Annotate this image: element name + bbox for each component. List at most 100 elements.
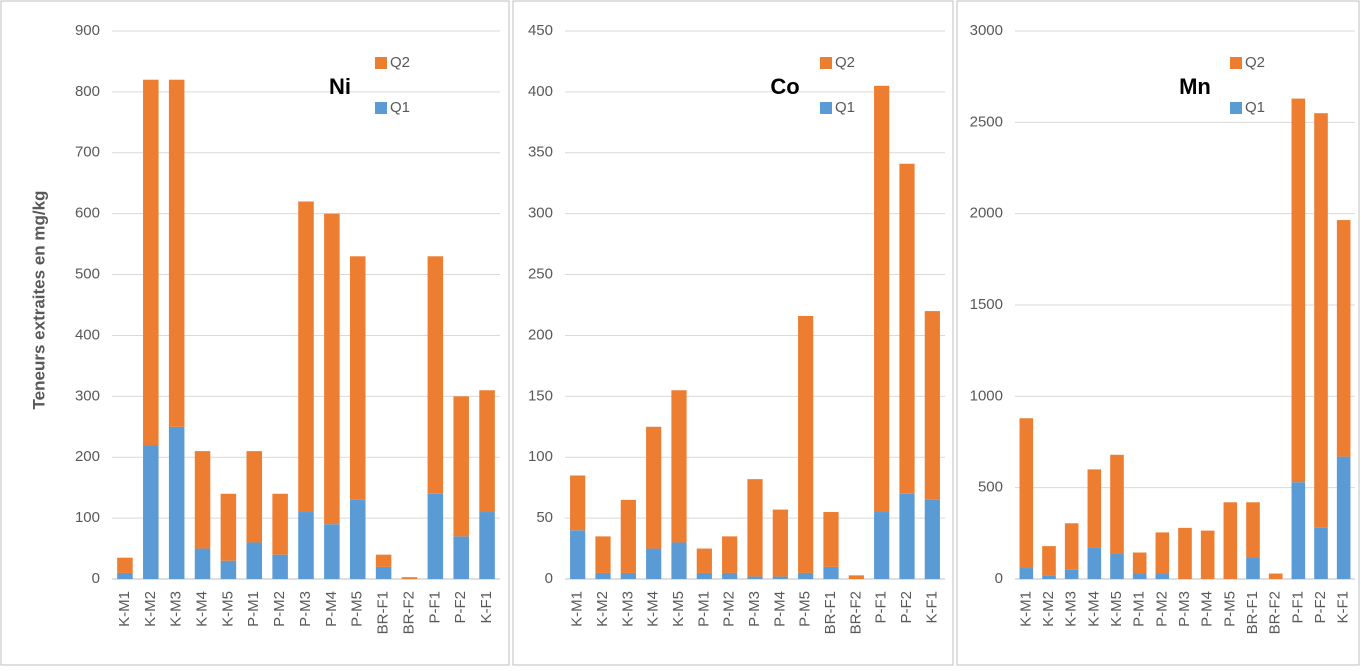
- chart-title: Mn: [1179, 74, 1211, 99]
- bar-segment: [453, 396, 469, 537]
- bar-segment: [246, 542, 263, 579]
- legend-swatch: [375, 102, 387, 114]
- x-tick-label: BR-F1: [375, 591, 392, 634]
- bar-segment: [747, 479, 763, 577]
- bar-segment: [1042, 546, 1056, 576]
- bar-segment: [772, 576, 788, 579]
- bar-segment: [1132, 573, 1147, 579]
- legend-swatch: [820, 57, 832, 69]
- bar-segment: [349, 256, 366, 500]
- bar-segment: [823, 512, 839, 567]
- x-tick-label: BR-F2: [1267, 591, 1284, 634]
- panel: [512, 0, 954, 666]
- panel: [0, 0, 510, 666]
- y-tick-label: 1500: [970, 296, 1003, 313]
- bar-segment: [298, 512, 314, 579]
- x-tick-label: K-M5: [670, 591, 687, 627]
- y-axis-label: Teneurs extraites en mg/kg: [29, 191, 48, 410]
- x-tick-label: K-M4: [1085, 591, 1102, 627]
- y-tick-label: 150: [528, 387, 553, 404]
- x-tick-label: P-M5: [1221, 591, 1238, 627]
- bar-segment: [117, 557, 133, 573]
- x-tick-label: P-F2: [452, 591, 469, 624]
- bar-segment: [924, 499, 940, 579]
- bar-segment: [1087, 469, 1102, 548]
- x-tick-label: P-M3: [1176, 591, 1193, 627]
- bar-segment: [874, 512, 890, 579]
- y-tick-label: 0: [545, 570, 553, 587]
- bar-segment: [1178, 527, 1192, 579]
- bar-segment: [747, 576, 763, 579]
- x-tick-label: P-M2: [721, 591, 738, 627]
- x-tick-label: K-M2: [1040, 591, 1057, 627]
- y-tick-label: 800: [75, 83, 100, 100]
- y-tick-label: 1000: [970, 387, 1003, 404]
- bar-segment: [671, 390, 687, 543]
- y-tick-label: 500: [978, 479, 1003, 496]
- bar-segment: [722, 536, 738, 573]
- bar-segment: [453, 536, 469, 579]
- bar-segment: [427, 256, 444, 494]
- bar-segment: [798, 572, 814, 579]
- bar-segment: [924, 311, 940, 500]
- x-tick-label: BR-F2: [400, 591, 417, 634]
- y-tick-label: 350: [528, 144, 553, 161]
- x-tick-label: P-M1: [695, 591, 712, 627]
- y-tick-label: 700: [75, 144, 100, 161]
- bar-segment: [1336, 220, 1351, 457]
- bar-segment: [1042, 575, 1056, 579]
- x-tick-label: P-M3: [746, 591, 763, 627]
- x-tick-label: K-M2: [594, 591, 611, 627]
- bar-segment: [772, 509, 788, 577]
- bar-segment: [620, 572, 636, 579]
- x-tick-label: P-M5: [797, 591, 814, 627]
- bar-segment: [1064, 569, 1079, 579]
- x-tick-label: BR-F2: [847, 591, 864, 634]
- y-tick-label: 400: [75, 326, 100, 343]
- bar-segment: [324, 524, 340, 579]
- bar-segment: [1268, 573, 1283, 579]
- bar-segment: [1019, 418, 1034, 569]
- y-tick-label: 3000: [970, 22, 1003, 39]
- legend-swatch: [1230, 57, 1242, 69]
- y-tick-label: 200: [75, 448, 100, 465]
- bar-segment: [1246, 502, 1260, 558]
- bar-segment: [646, 548, 662, 579]
- y-tick-label: 300: [75, 387, 100, 404]
- x-tick-label: K-F1: [923, 591, 940, 624]
- bar-segment: [1246, 557, 1260, 579]
- chart-title: Ni: [329, 74, 351, 99]
- x-tick-label: P-F2: [1312, 591, 1329, 624]
- x-tick-label: P-M1: [1131, 591, 1148, 627]
- bar-segment: [117, 572, 133, 579]
- y-tick-label: 50: [536, 509, 553, 526]
- x-tick-label: BR-F1: [1244, 591, 1261, 634]
- bar-segment: [143, 79, 159, 446]
- bar-segment: [620, 499, 636, 573]
- y-tick-label: 2000: [970, 205, 1003, 222]
- bar-segment: [1314, 113, 1328, 528]
- y-tick-label: 200: [528, 326, 553, 343]
- bar-segment: [168, 426, 185, 579]
- y-tick-label: 300: [528, 205, 553, 222]
- bar-segment: [194, 548, 211, 579]
- x-tick-label: K-M4: [194, 591, 211, 627]
- x-tick-label: P-M4: [1199, 591, 1216, 627]
- legend-swatch: [1230, 102, 1242, 114]
- bar-segment: [1200, 530, 1215, 579]
- bar-segment: [1110, 553, 1124, 579]
- bar-segment: [798, 315, 814, 573]
- bar-segment: [401, 577, 418, 579]
- bar-segment: [1291, 482, 1306, 579]
- x-tick-label: K-M5: [1108, 591, 1125, 627]
- y-tick-label: 450: [528, 22, 553, 39]
- legend-label: Q1: [390, 99, 410, 116]
- bar-segment: [324, 213, 340, 525]
- x-tick-label: P-F1: [1289, 591, 1306, 624]
- bar-segment: [272, 493, 288, 555]
- y-tick-label: 2500: [970, 113, 1003, 130]
- bar-segment: [874, 85, 890, 513]
- bar-segment: [272, 554, 288, 579]
- panel: [956, 0, 1360, 666]
- bar-segment: [1314, 527, 1328, 579]
